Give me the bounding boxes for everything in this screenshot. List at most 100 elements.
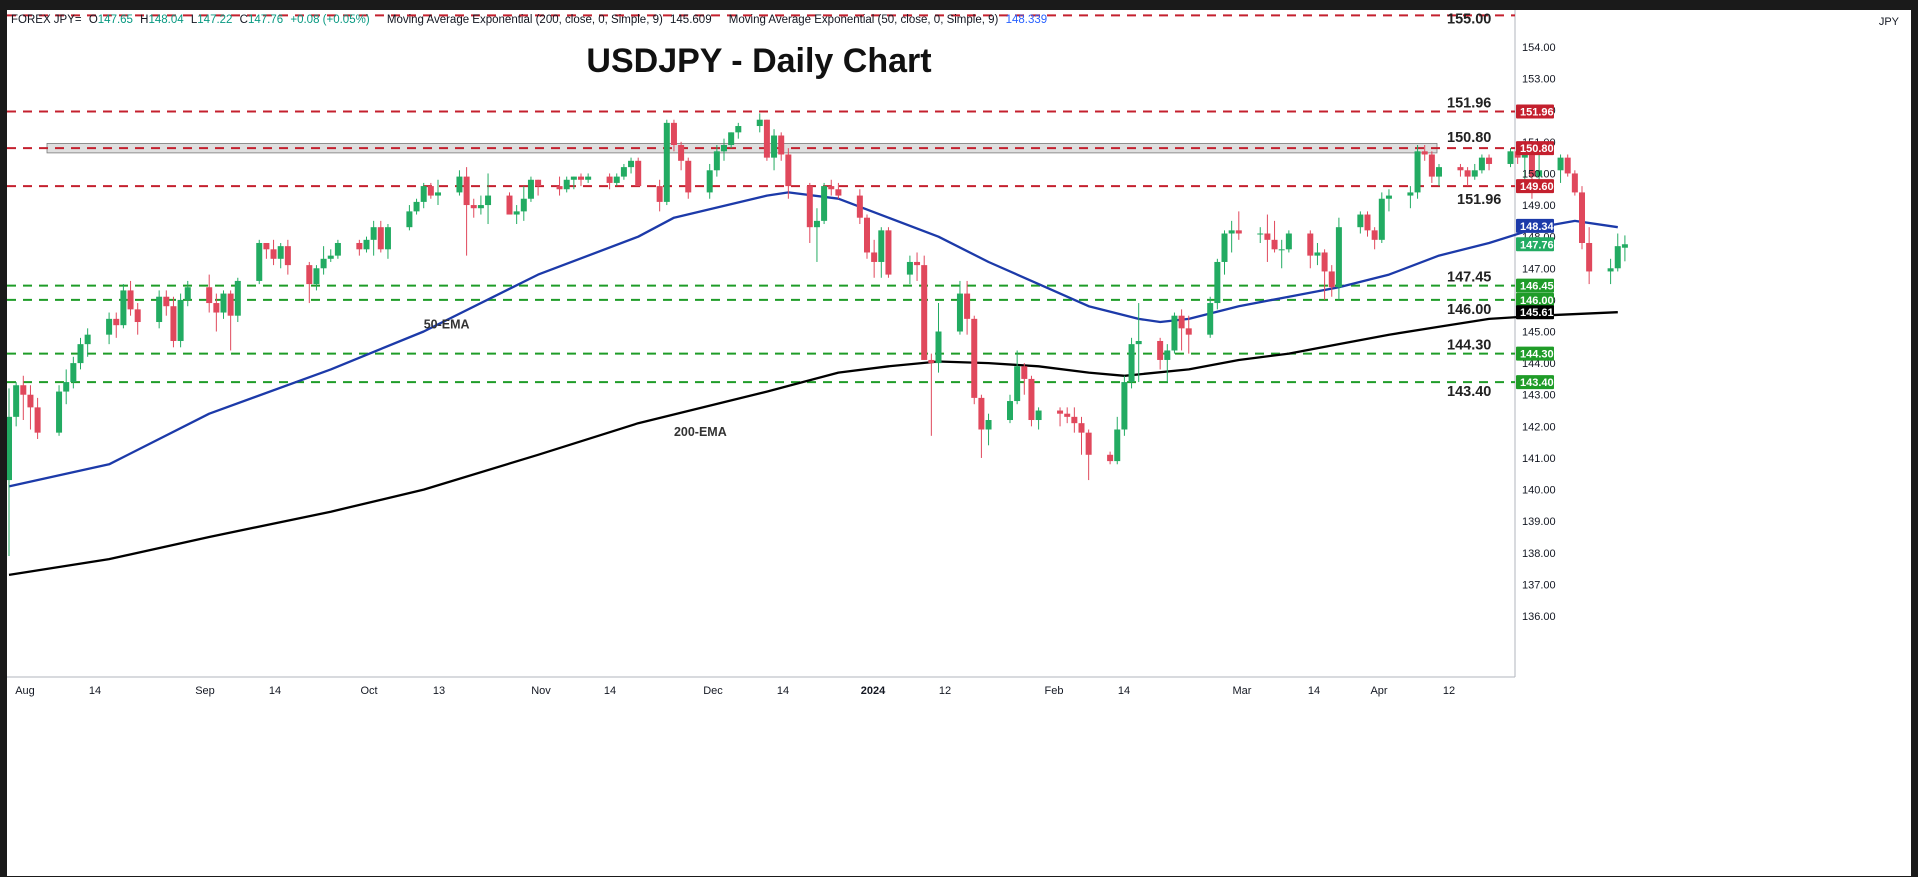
candle-body — [1564, 157, 1571, 174]
candle-body — [856, 195, 863, 218]
candle-body — [520, 198, 527, 212]
candle-body — [20, 385, 27, 395]
candle-body — [585, 176, 592, 180]
ema200-line — [8, 311, 1618, 577]
x-tick-label: 14 — [604, 685, 616, 697]
candle-body — [356, 242, 363, 250]
candle-body — [1035, 410, 1042, 421]
candle-body — [728, 132, 735, 145]
candle-body — [7, 416, 12, 481]
candle-body — [1157, 340, 1164, 360]
resistance-price-tag-bg — [1516, 141, 1554, 156]
resistance-price-tag: 150.80 — [1520, 143, 1554, 155]
candle-body — [1135, 340, 1142, 345]
level-label: 146.00 — [1447, 302, 1491, 318]
candle-body — [1378, 198, 1385, 240]
lseg-logo-mark: ▲ — [1842, 857, 1857, 873]
candle-body — [1579, 192, 1585, 243]
open-label: O — [88, 14, 98, 26]
candle-body — [1314, 252, 1321, 256]
candle-body — [263, 242, 270, 250]
candle-body — [156, 296, 163, 323]
candle-body — [377, 227, 384, 250]
candle-body — [206, 287, 213, 304]
candle-body — [721, 144, 727, 152]
currency-unit-label[interactable]: JPY — [1878, 16, 1899, 28]
x-tick-label: 14 — [1308, 685, 1320, 697]
level-label: 151.96 — [1447, 95, 1491, 111]
candle-body — [914, 261, 921, 266]
legend-header: FOREX JPY= O147.65 H148.04 L147.22 C147.… — [11, 14, 1051, 26]
200-emaannotation: 200-EMA — [674, 425, 727, 439]
current-price-tag-bg — [1516, 305, 1554, 320]
candle-body — [1385, 195, 1392, 199]
candle-body — [885, 230, 892, 275]
candle-body — [1364, 214, 1371, 231]
change-value: +0.08 (+0.05%) — [290, 14, 370, 26]
candle-body — [713, 151, 720, 171]
candle-body — [1471, 170, 1478, 177]
candle-body — [1307, 233, 1314, 256]
candle-body — [13, 385, 20, 417]
candle-body — [685, 160, 692, 193]
candle-body — [213, 303, 220, 313]
candle-body — [763, 119, 770, 158]
lseg-logo-text: LSEG — [1861, 857, 1904, 873]
candle-body — [227, 293, 234, 316]
candle-body — [1214, 261, 1221, 304]
candle-body — [56, 391, 63, 433]
symbol-label[interactable]: FOREX JPY= — [11, 14, 82, 26]
candle-body — [177, 299, 184, 341]
candle-body — [656, 186, 663, 202]
candle-body — [506, 195, 513, 215]
chart-canvas[interactable]: 50-EMA 200-EMA USDJPY - Daily Chart 155.00 1… — [7, 10, 1911, 876]
candle-body — [606, 176, 613, 183]
50-emaannotation: 50-EMA — [424, 317, 470, 331]
candle-body — [384, 227, 391, 250]
candle-body — [1536, 170, 1543, 177]
x-tick-label: 14 — [89, 685, 101, 697]
candle-body — [327, 255, 334, 259]
candle-body — [1486, 157, 1493, 164]
x-tick-label: 2024 — [861, 685, 886, 697]
y-tick-label: 139.00 — [1522, 516, 1556, 528]
candle-body — [127, 290, 134, 310]
ema200-legend-label[interactable]: Moving Average Exponential (200, close, … — [386, 14, 663, 26]
low-label: L — [190, 14, 198, 26]
y-tick-label: 147.00 — [1522, 263, 1556, 275]
y-tick-label: 143.00 — [1522, 390, 1556, 402]
candle-body — [370, 227, 377, 240]
candle-body — [220, 293, 227, 313]
candle-body — [320, 258, 327, 269]
candle-body — [1064, 413, 1071, 417]
candle-body — [1521, 154, 1528, 158]
level-label: 150.80 — [1447, 130, 1491, 146]
candle-body — [613, 176, 620, 183]
x-tick-label: Aug — [15, 685, 35, 697]
candle-body — [27, 394, 34, 408]
x-tick-label: 14 — [777, 685, 789, 697]
resistance-price-tag-bg — [1516, 104, 1554, 119]
resistance-price-tag: 151.96 — [1520, 106, 1554, 118]
candle-body — [1436, 167, 1442, 177]
y-tick-label: 141.00 — [1522, 453, 1556, 465]
ema50-legend-label[interactable]: Moving Average Exponential (50, close, 0… — [728, 14, 999, 26]
candle-body — [1328, 271, 1335, 288]
x-tick-label: Sep — [195, 685, 215, 697]
candle-body — [1178, 315, 1185, 329]
candle-body — [1121, 382, 1128, 430]
candle-body — [756, 119, 763, 127]
candle-body — [1171, 315, 1178, 351]
close-value: 147.76 — [247, 14, 284, 26]
candle-body — [985, 420, 992, 430]
candle-body — [956, 293, 963, 332]
candle-body — [906, 261, 913, 275]
candle-body — [635, 160, 642, 187]
low-value: 147.22 — [197, 14, 233, 26]
y-tick-label: 142.00 — [1522, 421, 1556, 433]
candle-body — [1371, 230, 1378, 240]
candle-body — [1357, 214, 1364, 228]
candle-body — [1021, 366, 1028, 379]
y-tick-label: 136.00 — [1522, 611, 1556, 623]
candle-body — [663, 122, 670, 202]
